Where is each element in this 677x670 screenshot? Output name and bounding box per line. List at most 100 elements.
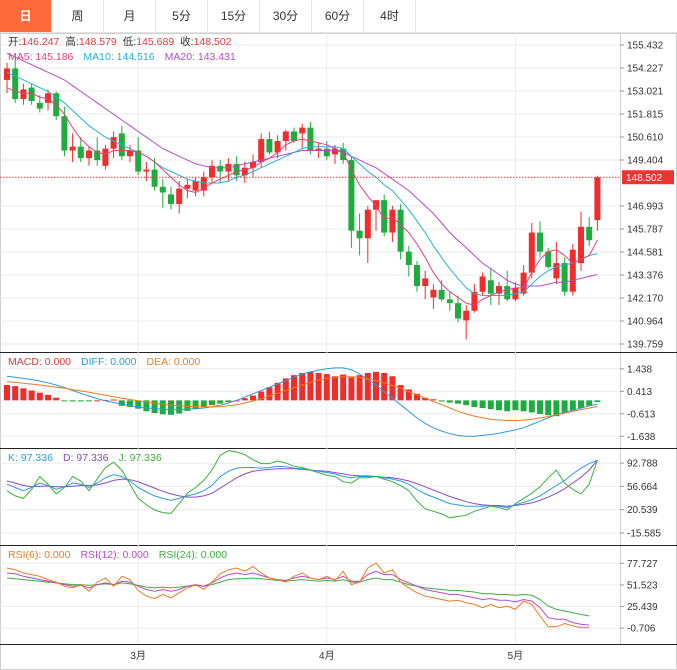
macd-bar-7 [61, 400, 68, 402]
macd-tick-label-1: 0.413 [627, 387, 652, 398]
candle-body-61 [504, 285, 511, 300]
macd-bar-0 [4, 385, 10, 401]
candle-body-72 [594, 177, 601, 221]
tab-0[interactable]: 日 [0, 0, 52, 32]
candle-body-35 [291, 131, 297, 141]
price-tick-label-9: 143.376 [627, 270, 664, 281]
candle-body-29 [241, 167, 248, 176]
candle-body-9 [77, 146, 84, 159]
macd-bar-5 [45, 394, 51, 401]
tab-6[interactable]: 60分 [312, 0, 364, 32]
candle-body-53 [438, 289, 445, 300]
kdj-j-line [6, 450, 598, 519]
candle-body-22 [184, 184, 191, 189]
macd-bar-59 [487, 400, 494, 410]
candle-body-11 [94, 150, 101, 161]
macd-bar-34 [282, 378, 289, 401]
kdj-legend: K: 97.336 D: 97.336 J: 97.336 [8, 452, 162, 464]
macd-bar-16 [135, 400, 142, 409]
ma10-line [6, 71, 598, 296]
price-tick-label-5: 149.404 [627, 155, 664, 166]
macd-bar-57 [471, 400, 478, 407]
candle-body-67 [553, 263, 560, 279]
macd-bar-27 [225, 400, 232, 403]
candle-body-25 [209, 165, 215, 178]
candle-body-17 [143, 169, 150, 172]
ma20-line [6, 52, 598, 287]
macd-bar-63 [520, 400, 527, 412]
ohlc-legend: 开:146.247 高:148.579 低:145.689 收:148.502 [8, 35, 232, 48]
macd-bar-17 [143, 400, 150, 412]
macd-legend-item-0: MACD: 0.000 [8, 356, 71, 368]
ohlc-open: 146.247 [21, 36, 59, 48]
macd-diff-line [6, 367, 598, 437]
kline-chart[interactable]: 3月 4月 5月 155.432 154.227 153.021 151.815 150.61… [0, 33, 677, 670]
candle-body-2 [20, 89, 27, 100]
candle-body-50 [414, 265, 420, 286]
candle-body-40 [332, 148, 338, 155]
candle-body-55 [455, 303, 461, 319]
candle-body-13 [110, 137, 117, 149]
macd-bar-68 [561, 400, 568, 413]
candle-body-15 [127, 150, 133, 157]
candle-body-16 [135, 150, 142, 172]
ma-legend-item-0: MA5: 145.186 [8, 51, 74, 63]
macd-bar-36 [299, 372, 306, 401]
candle-body-30 [250, 161, 256, 168]
tab-3[interactable]: 5分 [156, 0, 208, 32]
macd-legend: MACD: 0.000 DIFF: 0.000 DEA: 0.000 [8, 356, 200, 368]
candle-body-4 [36, 102, 43, 109]
ohlc-high-label: 高: [65, 35, 78, 48]
macd-bar-54 [446, 400, 453, 403]
tab-5[interactable]: 30分 [260, 0, 312, 32]
tab-4[interactable]: 15分 [208, 0, 260, 32]
macd-bar-4 [36, 392, 43, 401]
candle-body-1 [12, 68, 19, 100]
current-price-tag [622, 170, 674, 185]
candle-body-47 [389, 209, 396, 233]
candle-body-37 [307, 127, 314, 151]
macd-bar-45 [373, 371, 379, 401]
period-tabs: 日周月 5分 15分 30分 60分 4时 [0, 0, 677, 33]
macd-bar-65 [537, 400, 543, 414]
kdj-tick-label-1: 56.664 [627, 482, 658, 493]
kdj-tick-label-2: 20.539 [627, 505, 658, 516]
ohlc-high: 148.579 [79, 36, 117, 48]
candle-body-23 [192, 181, 199, 191]
candle-body-58 [479, 276, 486, 292]
tab-7[interactable]: 4时 [364, 0, 416, 32]
price-tick-label-3: 151.815 [627, 110, 664, 121]
macd-bar-25 [209, 400, 215, 406]
macd-bar-6 [53, 397, 60, 401]
candle-body-44 [364, 209, 371, 239]
macd-bar-26 [217, 400, 224, 404]
macd-bar-47 [389, 376, 396, 401]
macd-bar-3 [28, 390, 35, 401]
candle-body-71 [586, 226, 593, 241]
candle-body-59 [487, 280, 494, 294]
price-tick-label-6: 146.993 [627, 201, 664, 212]
price-tick-label-1: 154.227 [627, 63, 664, 74]
candle-body-63 [520, 272, 527, 294]
candle-body-3 [28, 87, 35, 101]
month-label-0: 3月 [130, 650, 146, 662]
macd-legend-item-1: DIFF: 0.000 [81, 356, 137, 368]
price-tick-label-4: 150.610 [627, 132, 664, 143]
macd-bar-18 [151, 400, 158, 414]
macd-bar-55 [455, 400, 461, 404]
macd-tick-label-0: 1.438 [627, 364, 652, 375]
candle-body-36 [299, 127, 306, 134]
rsi12-line [6, 570, 590, 626]
price-tick-label-8: 144.581 [627, 248, 664, 259]
macd-bar-60 [496, 400, 502, 411]
macd-bar-49 [405, 389, 412, 401]
price-tick-label-10: 142.170 [627, 294, 664, 305]
tab-2[interactable]: 月 [104, 0, 156, 32]
macd-bar-30 [250, 395, 256, 401]
macd-bar-51 [422, 397, 429, 401]
tab-1[interactable]: 周 [52, 0, 104, 32]
ma5-line [6, 87, 598, 306]
macd-bar-11 [94, 400, 101, 402]
macd-bar-71 [586, 400, 593, 406]
candle-body-65 [537, 232, 543, 252]
